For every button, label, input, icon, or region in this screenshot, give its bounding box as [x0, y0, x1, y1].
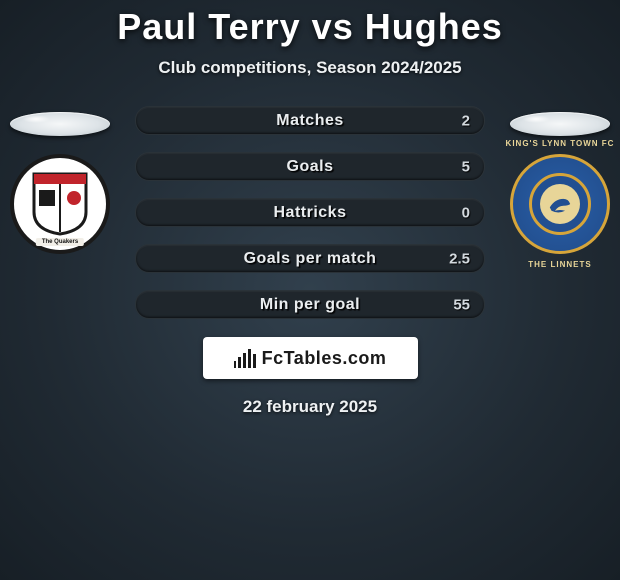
stat-right-value: 5 — [462, 158, 470, 175]
subtitle: Club competitions, Season 2024/2025 — [0, 48, 620, 78]
stat-right-value: 2.5 — [449, 250, 470, 267]
stat-label: Matches — [136, 112, 484, 130]
stat-right-value: 0 — [462, 204, 470, 221]
stat-row: Matches 2 — [135, 106, 485, 135]
stat-right-value: 2 — [462, 112, 470, 129]
stat-row: Goals 5 — [135, 152, 485, 181]
stat-label: Min per goal — [136, 296, 484, 314]
source-logo[interactable]: FcTables.com — [203, 337, 418, 379]
stat-label: Goals per match — [136, 250, 484, 268]
stat-row: Goals per match 2.5 — [135, 244, 485, 273]
comparison-card: Paul Terry vs Hughes Club competitions, … — [0, 0, 620, 580]
date-text: 22 february 2025 — [0, 397, 620, 417]
bar-chart-icon — [234, 348, 256, 368]
source-logo-text: FcTables.com — [262, 348, 387, 369]
page-title: Paul Terry vs Hughes — [0, 0, 620, 48]
stat-label: Hattricks — [136, 204, 484, 222]
stat-row: Min per goal 55 — [135, 290, 485, 319]
stat-right-value: 55 — [453, 296, 470, 313]
stat-label: Goals — [136, 158, 484, 176]
stat-row: Hattricks 0 — [135, 198, 485, 227]
stat-rows: Matches 2 Goals 5 Hattricks 0 Goals per … — [0, 106, 620, 319]
